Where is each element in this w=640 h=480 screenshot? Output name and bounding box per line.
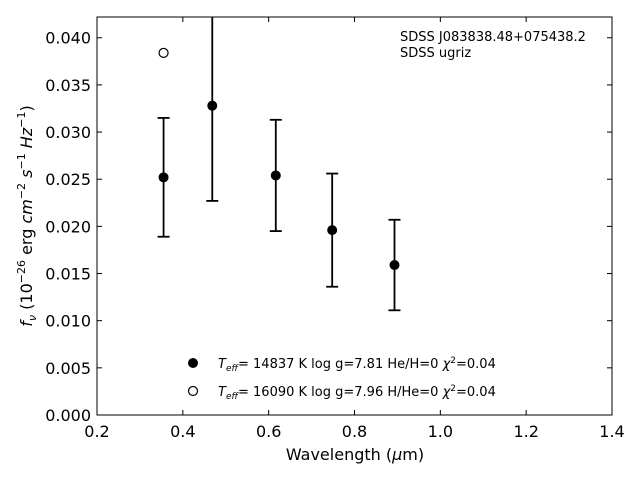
y-tick-label: 0.030 [45, 123, 91, 142]
x-tick-label: 0.2 [84, 422, 109, 441]
data-point-filled [207, 100, 218, 111]
y-tick-label: 0.015 [45, 265, 91, 284]
axis-tick-labels: 0.2 0.4 0.6 0.8 1.0 1.2 1.4 0.000 0.005 0.010 0.01… [45, 29, 625, 441]
filter-set-annotation: SDSS ugriz [400, 46, 471, 61]
legend-entry-1: Teff= 16090 K log g=7.96 H/He=0 χ2=0.04 [218, 384, 496, 402]
legend-marker-filled-circle [188, 358, 198, 368]
x-axis-label: Wavelength (μm) [286, 445, 424, 464]
y-tick-label: 0.040 [45, 29, 91, 48]
data-point-filled [270, 170, 281, 181]
data-point-open [158, 47, 169, 58]
y-tick-label: 0.020 [45, 217, 91, 236]
plot-frame [96, 16, 613, 416]
y-tick-label: 0.025 [45, 170, 91, 189]
data-point-filled [158, 172, 169, 183]
y-tick-label: 0.010 [45, 312, 91, 331]
y-axis-label: fν (10−26 erg cm−2 s−1 Hz−1) [15, 105, 39, 326]
y-tick-label: 0.000 [45, 406, 91, 425]
x-tick-label: 1.0 [428, 422, 453, 441]
x-tick-label: 0.4 [170, 422, 195, 441]
x-tick-label: 1.2 [513, 422, 538, 441]
object-name-annotation: SDSS J083838.48+075438.2 [400, 30, 586, 45]
x-tick-label: 0.8 [342, 422, 367, 441]
x-tick-label: 0.6 [256, 422, 281, 441]
y-tick-label: 0.005 [45, 359, 91, 378]
legend: Teff= 14837 K log g=7.81 He/H=0 χ2=0.04 … [187, 356, 496, 402]
y-tick-label: 0.035 [45, 76, 91, 95]
legend-entry-0: Teff= 14837 K log g=7.81 He/H=0 χ2=0.04 [218, 356, 496, 374]
data-point-filled [389, 260, 400, 271]
plot-area [97, 17, 612, 415]
data-marks [157, 17, 401, 312]
data-point-filled [327, 225, 338, 236]
legend-marker-open-circle [187, 385, 199, 397]
x-tick-label: 1.4 [599, 422, 624, 441]
